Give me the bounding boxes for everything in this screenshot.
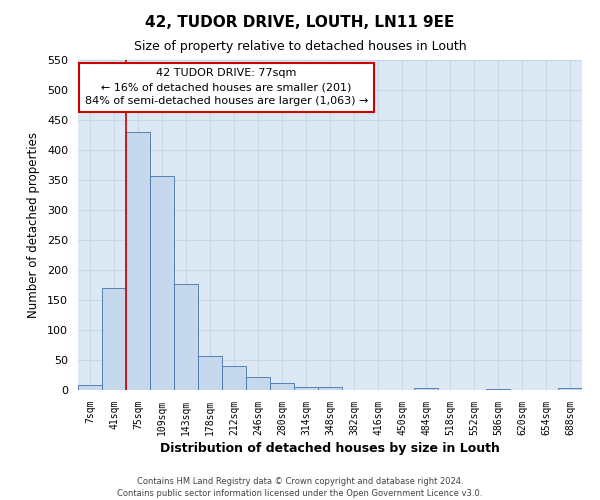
Bar xyxy=(318,387,342,390)
Bar xyxy=(558,388,582,390)
Y-axis label: Number of detached properties: Number of detached properties xyxy=(27,132,40,318)
Bar xyxy=(294,387,318,390)
Text: 42 TUDOR DRIVE: 77sqm
← 16% of detached houses are smaller (201)
84% of semi-det: 42 TUDOR DRIVE: 77sqm ← 16% of detached … xyxy=(85,68,368,106)
Text: Contains HM Land Registry data © Crown copyright and database right 2024.
Contai: Contains HM Land Registry data © Crown c… xyxy=(118,476,482,498)
X-axis label: Distribution of detached houses by size in Louth: Distribution of detached houses by size … xyxy=(160,442,500,455)
Bar xyxy=(78,385,102,390)
Bar xyxy=(270,384,294,390)
Bar xyxy=(174,284,198,390)
Bar xyxy=(150,176,174,390)
Text: 42, TUDOR DRIVE, LOUTH, LN11 9EE: 42, TUDOR DRIVE, LOUTH, LN11 9EE xyxy=(145,15,455,30)
Bar xyxy=(198,356,222,390)
Bar xyxy=(246,378,270,390)
Bar xyxy=(126,132,150,390)
Bar xyxy=(102,288,126,390)
Text: Size of property relative to detached houses in Louth: Size of property relative to detached ho… xyxy=(134,40,466,53)
Bar xyxy=(222,366,246,390)
Bar xyxy=(486,389,510,390)
Bar xyxy=(414,388,438,390)
